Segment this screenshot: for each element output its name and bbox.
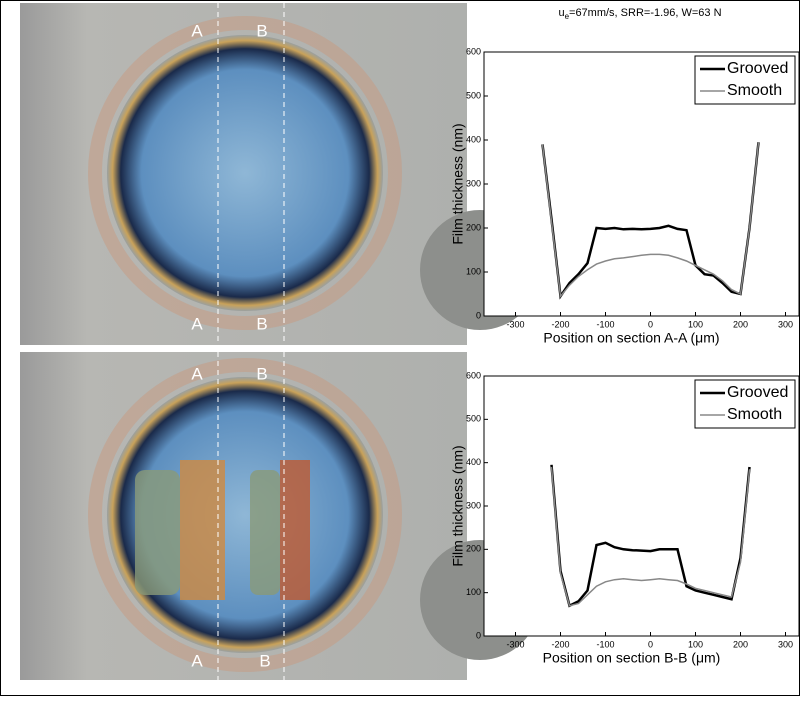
x-tick-label: -200 [551, 319, 569, 329]
section-label: B [256, 314, 267, 333]
x-tick-label: -100 [596, 639, 614, 649]
y-axis-label: Film thickness (nm) [450, 445, 466, 566]
y-tick-label: 400 [466, 457, 481, 467]
data-line [550, 466, 751, 607]
legend [694, 55, 796, 105]
x-tick-label: 300 [778, 639, 793, 649]
data-line [541, 142, 760, 300]
y-tick-label: 200 [466, 222, 481, 232]
x-tick-label: 200 [733, 639, 748, 649]
y-tick-label: 100 [466, 587, 481, 597]
x-tick-label: 100 [688, 639, 703, 649]
y-tick-label: 600 [466, 46, 481, 56]
x-tick-label: -100 [596, 319, 614, 329]
y-tick-label: 500 [466, 90, 481, 100]
section-label: B [259, 651, 270, 670]
section-label: B [256, 21, 267, 40]
legend-label: Smooth [727, 82, 782, 99]
x-axis-label: Position on section A-A (μm) [543, 330, 719, 346]
title-text: =67mm/s, SRR=-1.96, W=63 N [569, 7, 722, 19]
y-tick-label: 100 [466, 266, 481, 276]
y-axis-label: Film thickness (nm) [450, 123, 466, 244]
y-tick-label: 0 [476, 310, 481, 320]
section-label: A [191, 364, 203, 383]
y-tick-label: 400 [466, 134, 481, 144]
x-tick-label: 300 [778, 319, 793, 329]
legend [694, 379, 796, 429]
x-tick-label: 0 [648, 639, 653, 649]
section-label: B [256, 364, 267, 383]
title-subscript: e [565, 12, 570, 21]
y-tick-label: 200 [466, 544, 481, 554]
y-tick-label: 500 [466, 414, 481, 424]
legend-label: Smooth [727, 406, 782, 423]
section-label: A [191, 651, 203, 670]
x-tick-label: -200 [551, 639, 569, 649]
chart-title: ue=67mm/s, SRR=-1.96, W=63 N [558, 7, 721, 21]
x-tick-label: -300 [506, 639, 524, 649]
data-line [541, 142, 760, 299]
legend-label: Grooved [727, 60, 788, 77]
y-tick-label: 600 [466, 370, 481, 380]
data-line [550, 464, 751, 608]
y-tick-label: 300 [466, 178, 481, 188]
x-axis-label: Position on section B-B (μm) [543, 650, 721, 666]
title-symbol: u [558, 7, 564, 19]
y-tick-label: 300 [466, 500, 481, 510]
x-tick-label: 100 [688, 319, 703, 329]
x-tick-label: -300 [506, 319, 524, 329]
y-tick-label: 0 [476, 630, 481, 640]
interferogram-bottom [20, 352, 540, 680]
x-tick-label: 200 [733, 319, 748, 329]
interferogram-top [20, 3, 540, 345]
x-tick-label: 0 [648, 319, 653, 329]
section-label: A [191, 314, 203, 333]
section-label: A [191, 21, 203, 40]
legend-label: Grooved [727, 384, 788, 401]
